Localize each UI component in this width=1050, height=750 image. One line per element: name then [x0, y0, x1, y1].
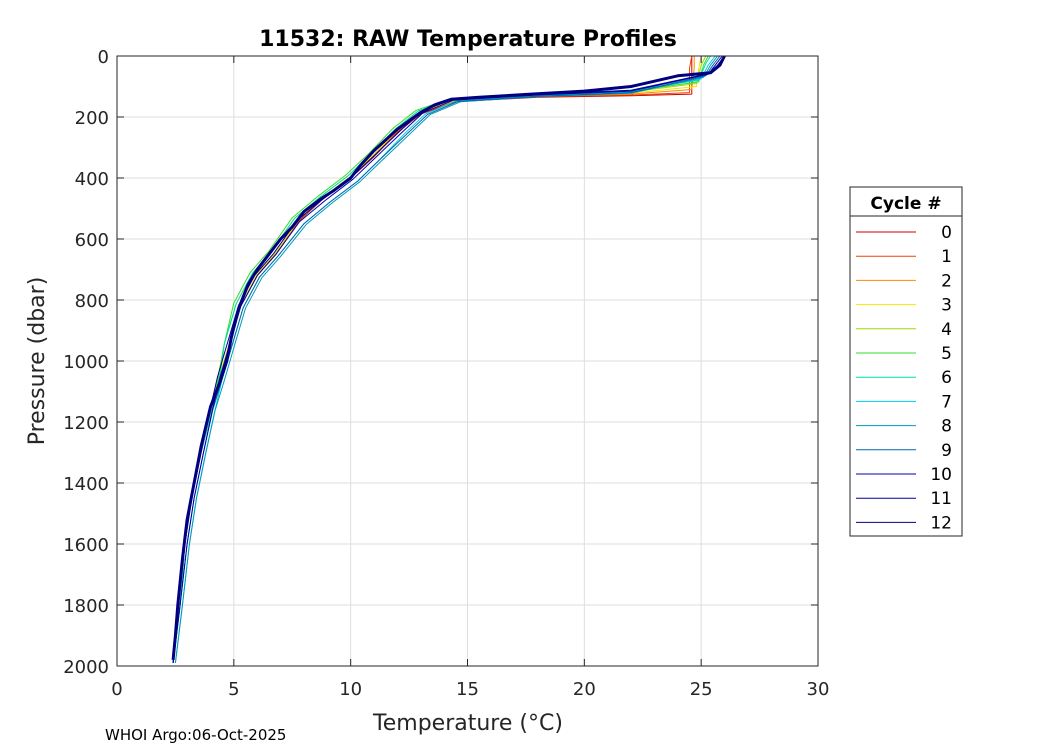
legend-label-cycle-8: 8 [941, 417, 952, 437]
y-tick-label: 600 [75, 230, 109, 251]
series-layer [171, 55, 726, 664]
legend-label-cycle-0: 0 [941, 223, 952, 243]
x-tick-label: 25 [690, 679, 713, 700]
series-line-cycle-12 [171, 55, 726, 661]
y-tick-label: 1200 [63, 413, 109, 434]
grid [117, 56, 818, 666]
x-tick-label: 10 [339, 679, 362, 700]
y-tick-label: 400 [75, 169, 109, 190]
legend-label-cycle-10: 10 [930, 465, 952, 485]
legend-label-cycle-6: 6 [941, 368, 952, 388]
y-tick-label: 2000 [63, 657, 109, 678]
y-tick-label: 1600 [63, 535, 109, 556]
x-axis-label: Temperature (°C) [372, 711, 563, 736]
legend-label-cycle-4: 4 [941, 320, 952, 340]
x-tick-label: 30 [807, 679, 830, 700]
y-tick-label: 1000 [63, 352, 109, 373]
legend-label-cycle-1: 1 [941, 247, 952, 267]
y-tick-label: 1400 [63, 474, 109, 495]
y-axis-label: Pressure (dbar) [25, 277, 50, 446]
legend-label-cycle-12: 12 [930, 513, 952, 533]
legend-label-cycle-2: 2 [941, 271, 952, 291]
legend-label-cycle-9: 9 [941, 441, 952, 461]
footer-credit: WHOI Argo:06-Oct-2025 [105, 726, 286, 744]
legend-box [849, 186, 963, 537]
series-line-cycle-10 [172, 55, 723, 664]
x-tick-label: 15 [456, 679, 479, 700]
legend-label-cycle-5: 5 [941, 344, 952, 364]
x-tick-label: 20 [573, 679, 596, 700]
legend-label-cycle-7: 7 [941, 392, 952, 412]
axis-ticks: 0 5 10 15 20 25 30 0 200 400 600 800 1000 1200 1400 160… [63, 47, 829, 700]
x-tick-label: 0 [111, 679, 122, 700]
y-tick-label: 800 [75, 291, 109, 312]
legend-label-cycle-11: 11 [930, 489, 952, 509]
legend-label-cycle-3: 3 [941, 296, 952, 316]
x-tick-label: 5 [228, 679, 239, 700]
chart-title: 11532: RAW Temperature Profiles [259, 27, 677, 52]
legend-title: Cycle # [870, 194, 941, 214]
y-tick-label: 200 [75, 108, 109, 129]
y-tick-label: 0 [98, 47, 109, 68]
y-tick-label: 1800 [63, 596, 109, 617]
